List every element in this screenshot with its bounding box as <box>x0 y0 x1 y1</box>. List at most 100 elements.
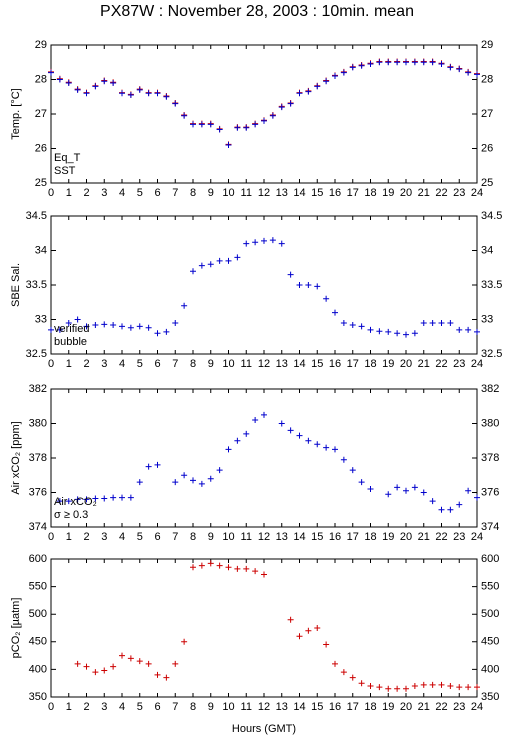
data-point <box>367 326 374 333</box>
data-point <box>83 90 90 97</box>
data-point <box>65 498 72 505</box>
data-point <box>83 323 90 330</box>
x-tick-label: 22 <box>435 701 447 713</box>
x-tick-label: 15 <box>311 187 323 199</box>
data-point <box>358 479 365 486</box>
data-point <box>119 323 125 330</box>
data-point <box>145 324 152 331</box>
data-point <box>305 437 312 444</box>
y-tick-label: 450 <box>29 636 47 648</box>
x-tick-label: 23 <box>453 187 465 199</box>
data-point <box>349 467 356 474</box>
x-tick-label: 21 <box>418 358 430 370</box>
data-point <box>340 456 347 463</box>
data-point <box>394 59 401 66</box>
x-tick-label: 16 <box>329 187 341 199</box>
y-tick-label: 32.5 <box>26 348 47 360</box>
data-point <box>296 432 303 439</box>
data-point <box>181 638 188 645</box>
data-point <box>269 237 276 244</box>
plot-frame <box>50 44 478 184</box>
data-point <box>65 79 72 86</box>
data-point <box>234 254 241 261</box>
data-point <box>465 684 472 691</box>
data-point <box>252 239 259 246</box>
data-point <box>429 498 436 505</box>
data-point <box>136 658 143 665</box>
data-point <box>376 328 383 335</box>
y-tick-label-right: 25 <box>481 177 493 189</box>
data-point <box>429 319 436 326</box>
data-point <box>438 681 445 688</box>
x-tick-label: 12 <box>258 187 270 199</box>
data-point <box>207 121 214 128</box>
x-tick-label: 19 <box>382 358 394 370</box>
data-point <box>358 323 365 330</box>
x-tick-label: 0 <box>48 701 54 713</box>
y-axis-label: Air xCO₂ [ppm] <box>10 421 22 494</box>
data-point <box>74 660 81 667</box>
data-point <box>101 667 108 674</box>
x-tick-label: 9 <box>208 187 214 199</box>
data-point <box>385 491 392 498</box>
data-point <box>110 322 117 329</box>
x-tick-label: 8 <box>190 187 196 199</box>
legend-label: SST <box>54 165 76 177</box>
data-point <box>127 92 134 99</box>
x-tick-label: 17 <box>347 187 359 199</box>
x-tick-label: 16 <box>329 701 341 713</box>
x-tick-label: 11 <box>241 701 252 713</box>
data-point <box>225 446 232 453</box>
data-point <box>305 282 312 288</box>
data-point <box>323 444 330 451</box>
data-point <box>101 495 108 502</box>
data-point <box>287 427 294 434</box>
data-point <box>385 59 392 66</box>
y-tick-label-right: 26 <box>481 142 493 154</box>
y-tick-label: 27 <box>35 108 47 120</box>
data-point <box>56 498 63 505</box>
y-tick-label: 28 <box>35 73 47 85</box>
data-point <box>411 682 418 689</box>
data-point <box>65 319 72 326</box>
x-tick-label: 18 <box>364 358 376 370</box>
data-point <box>190 268 196 275</box>
x-tick-label: 19 <box>382 701 394 713</box>
data-point <box>225 257 232 264</box>
data-point <box>136 323 143 330</box>
data-point <box>234 565 241 572</box>
x-tick-label: 14 <box>293 358 305 370</box>
data-point <box>198 562 205 569</box>
data-point <box>385 328 392 335</box>
x-tick-label: 8 <box>190 358 196 370</box>
y-axis-label: Temp. [°C] <box>10 88 22 139</box>
data-point <box>74 316 81 323</box>
y-tick-label-right: 27 <box>481 108 493 120</box>
data-point <box>305 88 312 95</box>
x-tick-label: 0 <box>48 358 54 370</box>
y-tick-label: 34 <box>35 244 47 256</box>
x-tick-label: 18 <box>364 187 376 199</box>
data-point <box>447 319 454 326</box>
x-tick-label: 2 <box>83 358 89 370</box>
data-point <box>252 568 259 575</box>
chart-title: PX87W : November 28, 2003 : 10min. mean <box>100 3 414 20</box>
data-point <box>48 69 54 76</box>
data-point <box>154 90 161 97</box>
y-tick-label: 374 <box>29 521 47 533</box>
plot-frame <box>50 388 478 528</box>
data-point <box>296 282 303 288</box>
x-tick-label: 2 <box>83 701 89 713</box>
y-tick-label-right: 32.5 <box>481 348 502 360</box>
x-tick-label: 15 <box>311 358 323 370</box>
x-tick-label: 10 <box>222 531 234 543</box>
y-tick-label: 600 <box>29 553 47 565</box>
data-point <box>172 100 179 107</box>
x-tick-label: 7 <box>172 358 178 370</box>
data-point <box>74 496 81 503</box>
data-point <box>403 331 409 338</box>
data-point <box>83 496 90 503</box>
data-point <box>136 86 143 93</box>
data-point <box>136 479 143 486</box>
x-tick-label: 18 <box>364 531 376 543</box>
